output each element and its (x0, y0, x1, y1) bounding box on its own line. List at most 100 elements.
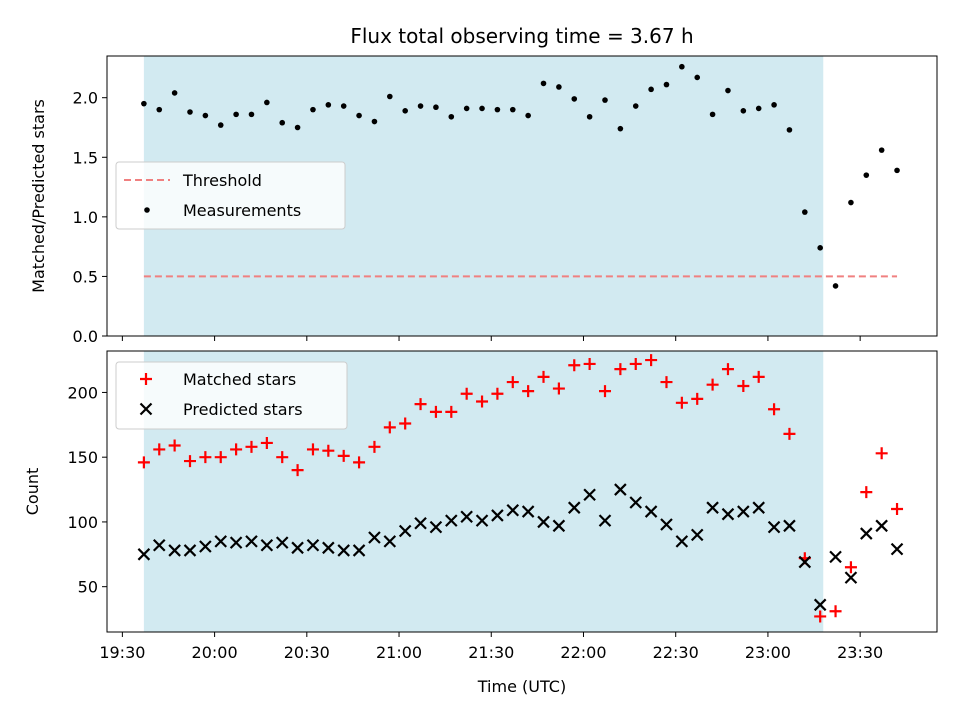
matched-stars-point (383, 421, 396, 434)
x-tick-label: 21:30 (468, 643, 514, 662)
predicted-stars-point (460, 510, 473, 524)
count-y-tick-label: 100 (67, 513, 98, 532)
matched-stars-point (306, 443, 319, 456)
matched-stars-point (537, 370, 550, 383)
predicted-stars-point (352, 544, 366, 557)
matched-stars-point (353, 456, 366, 469)
measurement-point (448, 113, 455, 120)
matched-stars-point (460, 387, 473, 400)
measurement-point (586, 113, 593, 120)
predicted-stars-point (199, 540, 212, 553)
measurement-point (679, 63, 685, 70)
predicted-stars-legend-label: Predicted stars (183, 400, 303, 419)
measurement-point (279, 119, 286, 126)
measurement-point (340, 103, 347, 109)
x-tick-label: 22:00 (560, 643, 606, 662)
predicted-stars-point (291, 541, 304, 555)
predicted-stars-point (368, 531, 381, 544)
ratio-y-tick-label: 0.5 (73, 267, 98, 286)
measurement-point (663, 81, 670, 88)
matched-stars-point (491, 387, 504, 400)
matched-stars-point (675, 396, 688, 409)
matched-stars-point (214, 451, 227, 464)
measurement-point (141, 100, 147, 107)
x-tick-label: 23:30 (837, 643, 883, 662)
measurement-point (356, 112, 362, 119)
measurement-point (233, 111, 239, 118)
matched-stars-point (860, 486, 873, 499)
matched-stars-point (399, 417, 412, 430)
count-x-ticks: 19:30 20:00 20:30 21:00 21:30 22:00 22:30 23:00… (99, 632, 883, 662)
measurement-point (632, 103, 639, 109)
ratio-y-ticks: 0.0 0.5 1.0 1.5 2.0 (73, 89, 107, 346)
matched-stars-point (368, 440, 381, 453)
measurement-point (417, 103, 424, 109)
matched-stars-point (891, 502, 904, 515)
matched-stars-point (875, 447, 888, 460)
predicted-stars-point (675, 535, 689, 548)
matched-stars-point (276, 451, 289, 464)
measurement-point (479, 105, 485, 112)
measurements-legend-label: Measurements (183, 201, 301, 220)
measurement-point (755, 105, 762, 112)
measurement-point (786, 127, 793, 133)
matched-stars-point (568, 359, 581, 372)
matched-stars-point (184, 455, 196, 468)
measurement-point (248, 111, 255, 118)
measurement-point (709, 111, 716, 118)
matched-stars-point (522, 385, 535, 398)
measurement-point (387, 93, 393, 100)
matched-stars-point (199, 451, 212, 464)
predicted-stars-point (567, 501, 581, 514)
predicted-stars-point (767, 520, 781, 534)
measurement-point (156, 106, 163, 113)
matched-stars-point (230, 443, 243, 456)
count-legend: Matched stars Predicted stars (115, 361, 348, 430)
matched-stars-point (414, 398, 427, 411)
measurement-point (740, 108, 747, 114)
matched-stars-point (829, 605, 842, 618)
predicted-stars-point (229, 536, 243, 549)
matched-stars-point (614, 363, 627, 376)
measurement-point (771, 102, 777, 108)
predicted-stars-point (506, 503, 520, 517)
predicted-stars-point (813, 598, 827, 612)
measurement-point (863, 172, 870, 178)
matched-stars-point (137, 456, 150, 469)
predicted-stars-point (475, 514, 489, 527)
matched-stars-point (844, 561, 857, 574)
matched-stars-point (260, 436, 273, 449)
measurement-point (540, 80, 547, 87)
matched-stars-point (783, 427, 796, 440)
predicted-stars-point (398, 524, 412, 538)
predicted-stars-point (660, 518, 673, 531)
matched-stars-point (506, 376, 519, 389)
ratio-y-tick-label: 1.0 (73, 208, 98, 227)
measurement-point (725, 87, 731, 94)
measurement-point (694, 74, 701, 81)
measurement-point (848, 199, 854, 206)
matched-stars-point (445, 405, 458, 418)
measurement-point (402, 108, 408, 114)
matched-stars-point (337, 449, 350, 462)
chart-title: Flux total observing time = 3.67 h (350, 24, 693, 48)
measurement-point (202, 112, 209, 119)
count-y-axis-label: Count (23, 468, 42, 516)
predicted-stars-point (690, 528, 704, 542)
predicted-stars-point (721, 507, 735, 521)
predicted-stars-point (383, 535, 397, 548)
measurements-legend-swatch (144, 207, 150, 213)
measurement-point (494, 106, 501, 113)
predicted-stars-point (798, 555, 812, 569)
measurement-point (802, 209, 808, 215)
ratio-y-tick-label: 2.0 (73, 89, 98, 108)
x-tick-label: 22:30 (653, 643, 699, 662)
matched-stars-point (768, 403, 781, 416)
count-marks (137, 354, 904, 623)
measurement-point (556, 84, 562, 90)
predicted-stars-point (137, 548, 151, 561)
count-y-tick-label: 150 (67, 448, 98, 467)
measurement-point (171, 90, 178, 96)
measurement-point (264, 99, 270, 106)
